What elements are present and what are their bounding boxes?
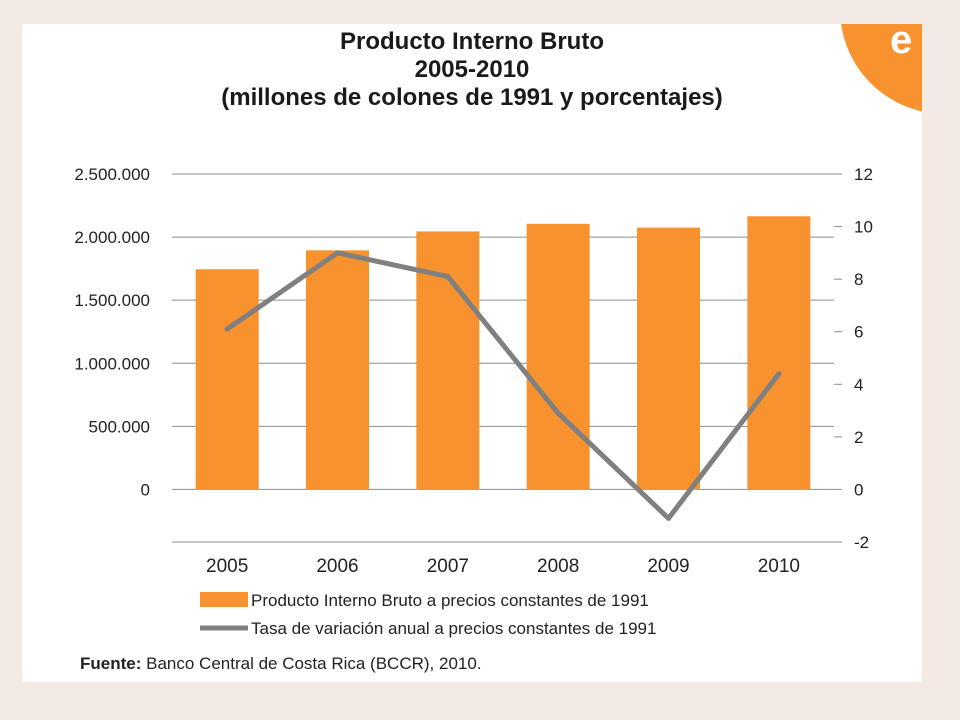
left-axis-tick-label: 0 bbox=[141, 480, 150, 499]
left-axis-tick-label: 2.500.000 bbox=[74, 165, 150, 184]
bar-2005 bbox=[195, 269, 259, 490]
bar-2009 bbox=[637, 227, 700, 490]
right-axis-tick-label: 2 bbox=[854, 428, 863, 447]
x-axis-tick-label: 2007 bbox=[427, 556, 469, 577]
bar-2010 bbox=[747, 216, 811, 490]
left-axis-tick-label: 500.000 bbox=[89, 417, 150, 436]
chart-title-line-2: 2005-2010 bbox=[414, 56, 530, 83]
line-point-2007 bbox=[445, 274, 451, 280]
x-axis-tick-label: 2010 bbox=[758, 556, 800, 577]
left-axis-tick-label: 2.000.000 bbox=[74, 228, 150, 247]
right-axis-tick-label: 0 bbox=[854, 480, 863, 499]
right-axis-tick-label: 4 bbox=[854, 375, 863, 394]
line-series-variation bbox=[224, 250, 782, 521]
right-axis-tick-label: 6 bbox=[854, 323, 863, 342]
logo-glyph: e bbox=[890, 24, 913, 62]
chart: 0 500.000 1.000.000 1.500.000 2.000.000 2.500… bbox=[74, 165, 873, 638]
bar-2006 bbox=[306, 250, 369, 490]
bar-2008 bbox=[526, 223, 590, 490]
legend-label-line: Tasa de variación anual a precios consta… bbox=[251, 619, 656, 638]
x-axis-tick-label: 2009 bbox=[647, 556, 689, 577]
slide: e Producto Interno Bruto 2005-2010 (mill… bbox=[22, 24, 922, 682]
x-axis-tick-label: 2006 bbox=[316, 556, 358, 577]
source-note: Fuente: Banco Central de Costa Rica (BCC… bbox=[80, 654, 482, 674]
right-axis-tick-label: 10 bbox=[854, 218, 873, 237]
line-point-2009 bbox=[666, 515, 671, 521]
line-point-2006 bbox=[335, 250, 340, 256]
left-axis-tick-label: 1.500.000 bbox=[74, 291, 150, 310]
right-axis-tick-label: -2 bbox=[854, 533, 869, 552]
line-point-2010 bbox=[776, 371, 782, 377]
chart-title-line-1: Producto Interno Bruto bbox=[340, 28, 604, 55]
x-axis-tick-label: 2008 bbox=[537, 556, 579, 577]
right-axis-tick-label: 12 bbox=[854, 165, 873, 184]
right-axis-tick-label: 8 bbox=[854, 270, 863, 289]
x-axis-tick-label: 2005 bbox=[206, 556, 248, 577]
line-point-2005 bbox=[224, 326, 230, 332]
line-point-2008 bbox=[555, 410, 561, 416]
legend-swatch-bar bbox=[200, 592, 248, 607]
legend-label-bar: Producto Interno Bruto a precios constan… bbox=[251, 591, 649, 610]
chart-title-line-3: (millones de colones de 1991 y porcentaj… bbox=[221, 84, 723, 111]
left-axis-tick-label: 1.000.000 bbox=[74, 354, 150, 373]
source-text: Banco Central de Costa Rica (BCCR), 2010… bbox=[141, 654, 482, 673]
source-label: Fuente: bbox=[80, 654, 142, 673]
